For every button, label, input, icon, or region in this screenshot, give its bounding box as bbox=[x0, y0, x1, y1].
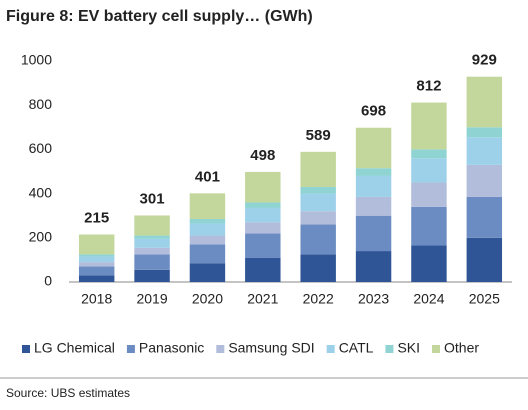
source: Source: UBS estimates bbox=[6, 386, 130, 400]
legend-swatch bbox=[326, 345, 335, 353]
y-tick-label: 400 bbox=[29, 184, 53, 200]
bar-segment bbox=[245, 257, 281, 282]
bar-segment bbox=[300, 211, 336, 225]
total-label: 698 bbox=[361, 103, 386, 120]
bar-segment bbox=[189, 235, 226, 245]
bar-segment bbox=[411, 245, 447, 282]
total-label: 929 bbox=[472, 52, 497, 69]
x-tick-label: 2025 bbox=[469, 291, 500, 307]
total-label: 498 bbox=[250, 147, 275, 164]
bar-segment bbox=[466, 164, 503, 197]
total-label: 301 bbox=[140, 190, 165, 207]
x-tick-label: 2024 bbox=[413, 291, 444, 307]
bar-segment bbox=[466, 237, 503, 282]
y-tick-label: 0 bbox=[44, 273, 52, 289]
legend-swatch bbox=[22, 345, 30, 353]
total-label: 215 bbox=[84, 209, 109, 226]
legend-label: Panasonic bbox=[139, 340, 204, 356]
legend-swatch bbox=[126, 345, 135, 353]
bar-segment bbox=[78, 256, 115, 263]
bar-segment bbox=[466, 137, 503, 165]
x-tick-label: 2021 bbox=[247, 291, 278, 307]
legend-label: CATL bbox=[339, 340, 374, 356]
bar-segment bbox=[78, 262, 115, 267]
bar-segment bbox=[355, 196, 392, 216]
legend-label: SKI bbox=[397, 340, 420, 356]
bar-segment bbox=[245, 202, 281, 208]
legend-label: Other bbox=[444, 340, 479, 356]
bar-segment bbox=[411, 182, 447, 207]
y-tick-label: 1000 bbox=[21, 52, 52, 68]
bar-segment bbox=[134, 247, 170, 255]
bar-segment bbox=[411, 158, 447, 183]
legend-label: LG Chemical bbox=[34, 340, 115, 356]
bar-segment bbox=[411, 102, 447, 150]
x-tick-label: 2018 bbox=[81, 291, 112, 307]
bar-segment bbox=[466, 76, 503, 128]
bar-segment bbox=[78, 254, 115, 257]
chart-title: Figure 8: EV battery cell supply… (GWh) bbox=[6, 8, 313, 25]
legend-swatch bbox=[216, 345, 225, 353]
bar-segment bbox=[245, 207, 281, 223]
bar-segment bbox=[300, 224, 336, 255]
bar-segment bbox=[300, 254, 336, 282]
x-tick-label: 2020 bbox=[192, 291, 223, 307]
bar-segment bbox=[78, 275, 115, 282]
x-tick-label: 2022 bbox=[303, 291, 334, 307]
bar-segment bbox=[466, 196, 503, 238]
bar-segment bbox=[300, 151, 336, 187]
legend-label: Samsung SDI bbox=[228, 340, 314, 356]
bar-segment bbox=[134, 235, 170, 239]
bar-segment bbox=[189, 263, 226, 282]
bar-segment bbox=[355, 251, 392, 282]
bar-segment bbox=[189, 223, 226, 236]
bar-segment bbox=[134, 238, 170, 248]
bar-segment bbox=[245, 233, 281, 258]
bar-segment bbox=[245, 171, 281, 203]
bar-segment bbox=[355, 175, 392, 197]
bar-segment bbox=[300, 186, 336, 194]
total-label: 812 bbox=[416, 78, 441, 95]
bar-segment bbox=[78, 234, 115, 255]
x-tick-label: 2019 bbox=[136, 291, 167, 307]
y-tick-label: 200 bbox=[29, 229, 53, 245]
x-tick-label: 2023 bbox=[358, 291, 389, 307]
bar-segment bbox=[411, 149, 447, 159]
y-tick-label: 800 bbox=[29, 96, 53, 112]
bar-segment bbox=[245, 222, 281, 234]
bar-segment bbox=[189, 244, 226, 264]
total-label: 401 bbox=[195, 168, 220, 185]
y-tick-label: 600 bbox=[29, 140, 53, 156]
bar-segment bbox=[355, 168, 392, 176]
bar-segment bbox=[78, 266, 115, 276]
total-label: 589 bbox=[306, 127, 331, 144]
bar-segment bbox=[189, 193, 226, 220]
legend-swatch bbox=[432, 345, 441, 353]
bar-segment bbox=[134, 254, 170, 270]
bar-segment bbox=[300, 193, 336, 212]
bar-segment bbox=[189, 219, 226, 224]
bar-segment bbox=[355, 215, 392, 252]
bar-segment bbox=[134, 269, 170, 282]
bar-segment bbox=[134, 215, 170, 236]
legend-swatch bbox=[385, 345, 394, 353]
bar-segment bbox=[411, 206, 447, 246]
bar-segment bbox=[466, 127, 503, 138]
bar-segment bbox=[355, 127, 392, 169]
